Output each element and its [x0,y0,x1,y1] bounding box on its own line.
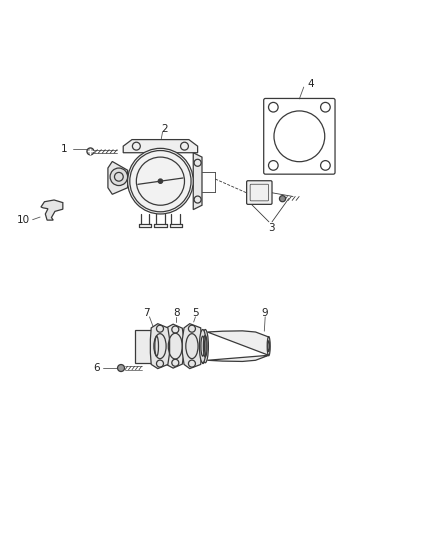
Ellipse shape [201,329,208,363]
Text: 6: 6 [92,363,99,373]
Circle shape [158,179,162,183]
Polygon shape [108,161,127,195]
Polygon shape [201,329,202,363]
Ellipse shape [199,329,205,363]
Text: 2: 2 [161,124,168,134]
Text: 4: 4 [306,78,313,88]
Circle shape [87,148,94,155]
Polygon shape [41,200,63,220]
Polygon shape [165,324,184,368]
Text: 3: 3 [267,223,274,233]
Text: 10: 10 [17,215,30,225]
Polygon shape [207,331,268,361]
Text: 7: 7 [142,308,149,318]
Polygon shape [123,140,197,153]
Circle shape [110,168,127,185]
Polygon shape [135,329,156,363]
Text: 9: 9 [261,308,268,318]
Text: 5: 5 [192,308,198,318]
Circle shape [117,365,124,372]
FancyBboxPatch shape [246,181,272,204]
Circle shape [279,196,285,201]
Polygon shape [182,324,201,369]
Ellipse shape [153,329,159,363]
Ellipse shape [267,336,269,356]
Polygon shape [150,324,169,369]
Circle shape [127,148,193,214]
Text: 8: 8 [173,308,179,318]
Polygon shape [193,153,201,209]
Text: 1: 1 [61,144,67,154]
